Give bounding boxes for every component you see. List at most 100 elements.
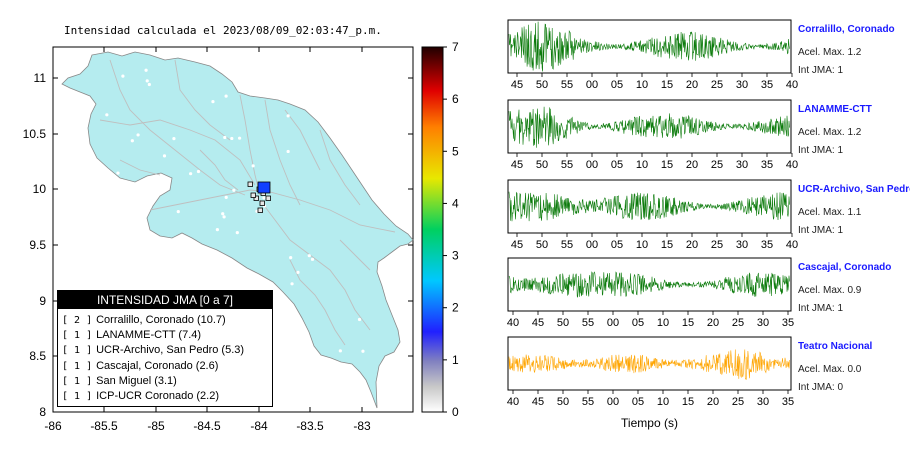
waveform-tick-label: 50	[536, 79, 548, 91]
legend-item-label: LANAMME-CTT (7.4)	[96, 329, 202, 342]
station-name: LANAMME-CTT	[798, 104, 872, 115]
map-point	[211, 100, 215, 104]
lat-tick-label: 9	[39, 294, 46, 308]
waveform-tick-label: 20	[707, 396, 719, 408]
lon-tick-label: -83.5	[296, 419, 324, 433]
waveform-tick-label: 30	[757, 396, 769, 408]
lat-tick-label: 9.5	[29, 238, 46, 252]
station-marker	[250, 192, 256, 198]
station-jma-intensity: Int JMA: 1	[798, 225, 844, 236]
waveform-tick-label: 50	[536, 159, 548, 171]
map-point	[121, 74, 125, 78]
lon-tick-label: -84	[250, 419, 268, 433]
waveform-tick-label: 50	[557, 317, 569, 329]
legend-item-intensity: [ 1 ]	[62, 345, 93, 357]
waveform-tick-label: 15	[661, 239, 673, 251]
waveform-tick-label: 35	[761, 79, 773, 91]
station-max-accel: Acel. Max. 0.9	[798, 285, 862, 296]
waveform-tick-label: 35	[761, 159, 773, 171]
map-point	[296, 270, 300, 274]
lat-tick-label: 8.5	[29, 349, 46, 363]
legend-item: [ 1 ] San Miguel (3.1)	[58, 374, 272, 389]
map-point	[286, 149, 290, 154]
colorbar-tick-label: 2	[452, 301, 459, 315]
legend-title: INTENSIDAD JMA [0 a 7]	[58, 291, 272, 309]
map-point	[236, 83, 240, 87]
legend-item: [ 2 ] Corralillo, Coronado (10.7)	[58, 313, 272, 328]
legend-item: [ 1 ] ICP-UCR Coronado (2.2)	[58, 389, 272, 404]
colorbar-tick-label: 6	[452, 92, 459, 106]
waveform-tick-label: 05	[632, 317, 644, 329]
map-point	[162, 154, 167, 158]
legend-item-label: San Miguel (3.1)	[96, 374, 177, 387]
station-marker	[257, 207, 263, 213]
waveform-tick-label: 30	[736, 79, 748, 91]
legend-item-intensity: [ 2 ]	[62, 315, 93, 326]
map-point	[223, 135, 227, 140]
colorbar	[421, 46, 444, 413]
waveform-tick-label: 00	[586, 79, 598, 91]
waveform-tick-label: 10	[636, 79, 648, 91]
map-point	[237, 136, 242, 140]
station-name: UCR-Archivo, San Pedro	[798, 184, 910, 195]
station-jma-intensity: Int JMA: 1	[798, 65, 844, 76]
legend-item-label: ICP-UCR Coronado (2.2)	[96, 389, 219, 402]
waveform-tick-label: 05	[632, 396, 644, 408]
map-point	[235, 231, 239, 235]
map-point	[116, 171, 120, 175]
legend-item-intensity: [ 1 ]	[62, 360, 93, 372]
station-marker	[259, 200, 265, 206]
waveform-tick-label: 55	[561, 79, 573, 91]
lon-tick-label: -85	[147, 419, 165, 433]
map-point	[357, 317, 362, 322]
legend-item-intensity: [ 1 ]	[62, 375, 93, 387]
map-point	[338, 349, 342, 353]
lat-tick-label: 8	[39, 405, 46, 419]
lon-tick-label: -84.5	[193, 419, 221, 433]
waveform-tick-label: 00	[586, 239, 598, 251]
waveform-tick-label: 25	[711, 79, 723, 91]
station-marker	[247, 181, 253, 187]
map-point	[221, 212, 225, 216]
waveform-tick-label: 40	[786, 159, 798, 171]
waveform-tick-label: 25	[732, 317, 744, 329]
station-max-accel: Acel. Max. 1.2	[798, 127, 862, 138]
map-point	[283, 320, 287, 324]
legend-item: [ 1 ] Cascajal, Coronado (2.6)	[58, 359, 272, 374]
lat-tick-label: 11	[34, 71, 47, 85]
waveform-tick-label: 25	[732, 396, 744, 408]
map-point	[273, 93, 277, 97]
waveform-tick-label: 05	[611, 239, 623, 251]
colorbar-tick-label: 0	[452, 405, 459, 419]
map-point	[130, 139, 134, 143]
waveform-tick-label: 10	[636, 159, 648, 171]
map-point	[289, 255, 293, 260]
legend-item-intensity: [ 1 ]	[62, 330, 93, 342]
waveform-tick-label: 50	[557, 396, 569, 408]
waveform-tick-label: 35	[782, 396, 794, 408]
map-point	[286, 114, 290, 118]
waveform-tick-label: 25	[711, 239, 723, 251]
waveform-tick-label: 00	[607, 396, 619, 408]
waveform-trace	[508, 21, 790, 72]
map-point	[176, 210, 180, 214]
colorbar-tick-label: 7	[452, 40, 459, 54]
legend-item: [ 1 ] LANAMME-CTT (7.4)	[58, 328, 272, 343]
waveform-tick-label: 15	[661, 79, 673, 91]
legend-item-label: Cascajal, Coronado (2.6)	[96, 359, 219, 372]
lat-tick-label: 10.5	[23, 127, 47, 141]
waveform-tick-label: 10	[657, 396, 669, 408]
legend-item-intensity: [ 1 ]	[62, 390, 93, 402]
lon-tick-label: -86	[44, 419, 62, 433]
lat-tick-label: 10	[33, 182, 47, 196]
station-marker	[265, 195, 271, 201]
map-point	[196, 169, 201, 174]
waveform-tick-label: 40	[786, 79, 798, 91]
map-point	[105, 113, 109, 117]
legend-body: [ 2 ] Corralillo, Coronado (10.7)[ 1 ] LAN…	[58, 309, 272, 404]
station-max-accel: Acel. Max. 1.2	[798, 47, 862, 58]
waveform-tick-label: 20	[686, 239, 698, 251]
station-name: Cascajal, Coronado	[798, 262, 892, 273]
station-name: Corralillo, Coronado	[798, 24, 895, 35]
colorbar-tick-label: 3	[452, 249, 459, 263]
